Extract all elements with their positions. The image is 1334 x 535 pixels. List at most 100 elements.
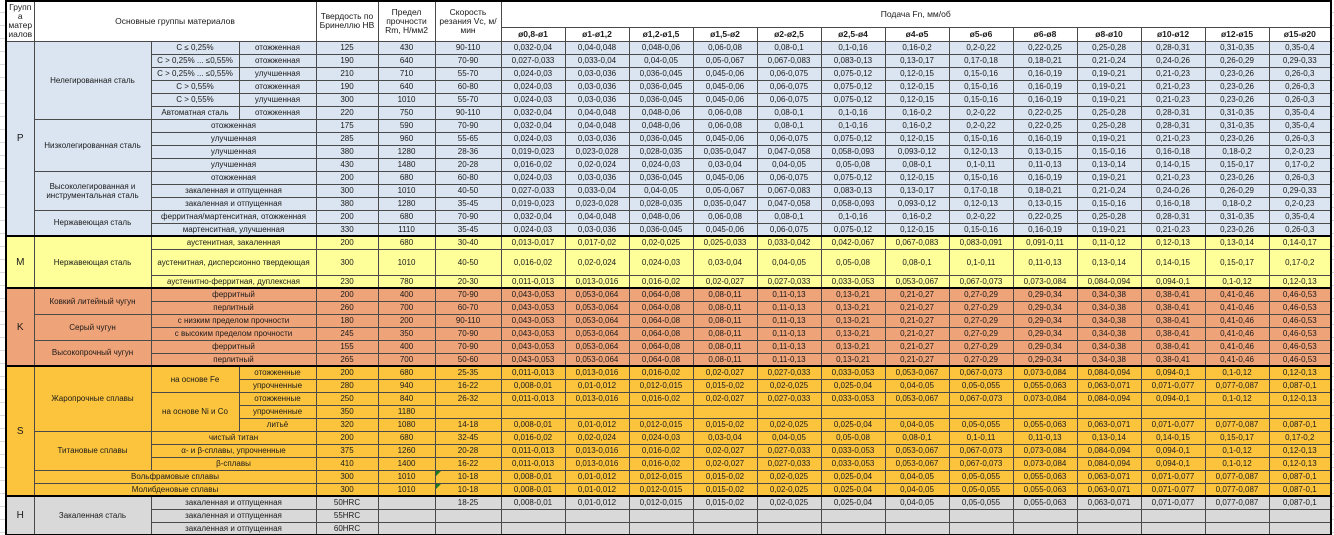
cell-feed-3[interactable]: 0,016-0,02 bbox=[628, 443, 694, 458]
cell-feed-8[interactable] bbox=[948, 508, 1014, 523]
cell-feed-4[interactable]: 0,02-0,027 bbox=[692, 443, 758, 458]
cell-feed-10[interactable]: 0,19-0,21 bbox=[1076, 79, 1142, 94]
cell-feed-1[interactable]: 0,024-0,03 bbox=[500, 79, 566, 94]
cell-feed-12[interactable]: 0,23-0,26 bbox=[1204, 79, 1270, 94]
cell-feed-1[interactable]: 0,011-0,013 bbox=[500, 274, 566, 289]
cell-feed-3[interactable]: 0,028-0,035 bbox=[628, 144, 694, 159]
cell-feed-7[interactable]: 0,21-0,27 bbox=[884, 287, 950, 302]
cell-feed-8[interactable]: 0,067-0,073 bbox=[948, 391, 1014, 406]
cell-feed-5[interactable]: 0,027-0,033 bbox=[756, 456, 822, 471]
cell-feed-4[interactable]: 0,045-0,06 bbox=[692, 170, 758, 185]
cell-feed-2[interactable]: 0,03-0,036 bbox=[564, 79, 630, 94]
cell-feed-6[interactable]: 0,075-0,12 bbox=[820, 66, 886, 81]
cell-feed-7[interactable]: 0,053-0,067 bbox=[884, 365, 950, 380]
cell-feed-1[interactable] bbox=[500, 508, 566, 523]
cell-speed[interactable]: 20-28 bbox=[434, 157, 502, 172]
cell-feed-11[interactable]: 0,094-0,1 bbox=[1140, 365, 1206, 380]
cell-feed-7[interactable]: 0,08-0,1 bbox=[884, 248, 950, 276]
cell-feed-5[interactable]: 0,06-0,075 bbox=[756, 79, 822, 94]
cell-speed[interactable]: 55-65 bbox=[434, 131, 502, 146]
cell-feed-8[interactable]: 0,27-0,29 bbox=[948, 326, 1014, 341]
cell-feed-10[interactable]: 0,063-0,071 bbox=[1076, 417, 1142, 432]
cell-feed-12[interactable] bbox=[1204, 508, 1270, 523]
cell-feed-1[interactable]: 0,043-0,053 bbox=[500, 352, 566, 367]
cell-feed-7[interactable]: 0,21-0,27 bbox=[884, 352, 950, 367]
cell-feed-7[interactable]: 0,21-0,27 bbox=[884, 300, 950, 315]
cell-speed[interactable]: 40-50 bbox=[434, 183, 502, 198]
header-strength[interactable]: Предел прочности Rm, Н/мм2 bbox=[377, 0, 436, 42]
cell-strength[interactable]: 1010 bbox=[377, 92, 436, 107]
cell-feed-6[interactable]: 0,13-0,21 bbox=[820, 352, 886, 367]
cell-strength[interactable]: 700 bbox=[377, 352, 436, 367]
cell-feed-2[interactable]: 0,02-0,024 bbox=[564, 157, 630, 172]
cell-feed-11[interactable]: 0,14-0,15 bbox=[1140, 157, 1206, 172]
cell-feed-1[interactable]: 0,013-0,017 bbox=[500, 235, 566, 250]
cell-feed-10[interactable]: 0,19-0,21 bbox=[1076, 131, 1142, 146]
cell-hardness[interactable]: 230 bbox=[315, 274, 379, 289]
cell-feed-4[interactable]: 0,06-0,08 bbox=[692, 105, 758, 120]
cell-feed-8[interactable]: 0,1-0,11 bbox=[948, 157, 1014, 172]
cell-feed-10[interactable]: 0,084-0,094 bbox=[1076, 391, 1142, 406]
cell-feed-12[interactable]: 0,15-0,17 bbox=[1204, 157, 1270, 172]
cell-feed-9[interactable]: 0,16-0,19 bbox=[1012, 131, 1078, 146]
cell-feed-3[interactable]: 0,016-0,02 bbox=[628, 274, 694, 289]
cell-feed-7[interactable]: 0,12-0,15 bbox=[884, 131, 950, 146]
cell-feed-5[interactable]: 0,02-0,025 bbox=[756, 417, 822, 432]
cell-feed-10[interactable]: 0,15-0,16 bbox=[1076, 144, 1142, 159]
cell-feed-1[interactable]: 0,019-0,023 bbox=[500, 144, 566, 159]
cell-feed-8[interactable]: 0,083-0,091 bbox=[948, 235, 1014, 250]
cell-feed-6[interactable]: 0,1-0,16 bbox=[820, 40, 886, 55]
cell-feed-6[interactable] bbox=[820, 508, 886, 523]
cell-feed-3[interactable]: 0,012-0,015 bbox=[628, 482, 694, 497]
cell-feed-11[interactable]: 0,071-0,077 bbox=[1140, 378, 1206, 393]
cell-feed-12[interactable]: 0,31-0,35 bbox=[1204, 209, 1270, 224]
cell-feed-13[interactable]: 0,12-0,13 bbox=[1268, 274, 1332, 289]
cell-speed[interactable]: 16-22 bbox=[434, 456, 502, 471]
cell-feed-12[interactable]: 0,18-0,2 bbox=[1204, 196, 1270, 211]
cell-feed-6[interactable]: 0,05-0,08 bbox=[820, 157, 886, 172]
material-label-cell[interactable]: С > 0,25% ... ≤0,55% bbox=[150, 66, 240, 81]
cell-feed-10[interactable]: 0,34-0,38 bbox=[1076, 313, 1142, 328]
cell-feed-9[interactable]: 0,091-0,11 bbox=[1012, 235, 1078, 250]
cell-feed-11[interactable]: 0,094-0,1 bbox=[1140, 456, 1206, 471]
cell-feed-2[interactable]: 0,01-0,012 bbox=[564, 482, 630, 497]
cell-feed-6[interactable]: 0,075-0,12 bbox=[820, 92, 886, 107]
cell-feed-5[interactable]: 0,02-0,025 bbox=[756, 378, 822, 393]
cell-feed-5[interactable]: 0,027-0,033 bbox=[756, 365, 822, 380]
cell-feed-10[interactable]: 0,084-0,094 bbox=[1076, 274, 1142, 289]
cell-feed-2[interactable]: 0,023-0,028 bbox=[564, 196, 630, 211]
cell-feed-10[interactable]: 0,15-0,16 bbox=[1076, 196, 1142, 211]
cell-feed-13[interactable]: 0,46-0,53 bbox=[1268, 352, 1332, 367]
material-label-cell[interactable]: мартенситная, улучшенная bbox=[150, 222, 317, 237]
cell-speed[interactable]: 70-90 bbox=[434, 209, 502, 224]
cell-feed-13[interactable] bbox=[1268, 508, 1332, 523]
cell-strength[interactable]: 680 bbox=[377, 365, 436, 380]
cell-strength[interactable]: 400 bbox=[377, 339, 436, 354]
cell-speed[interactable]: 55-70 bbox=[434, 92, 502, 107]
material-label-cell[interactable]: Молибденовые сплавы bbox=[33, 482, 317, 497]
cell-feed-6[interactable]: 0,025-0,04 bbox=[820, 495, 886, 510]
cell-feed-12[interactable]: 0,18-0,2 bbox=[1204, 144, 1270, 159]
cell-feed-13[interactable]: 0,2-0,23 bbox=[1268, 196, 1332, 211]
cell-feed-13[interactable]: 0,087-0,1 bbox=[1268, 495, 1332, 510]
cell-feed-5[interactable]: 0,06-0,075 bbox=[756, 92, 822, 107]
cell-feed-3[interactable]: 0,036-0,045 bbox=[628, 170, 694, 185]
material-label-cell[interactable]: отожженная bbox=[238, 79, 317, 94]
cell-speed[interactable]: 35-45 bbox=[434, 196, 502, 211]
material-label-cell[interactable]: Нержавеющая сталь bbox=[33, 235, 152, 289]
cell-feed-5[interactable]: 0,11-0,13 bbox=[756, 287, 822, 302]
cell-feed-6[interactable]: 0,1-0,16 bbox=[820, 118, 886, 133]
cell-feed-4[interactable]: 0,08-0,11 bbox=[692, 326, 758, 341]
cell-feed-7[interactable]: 0,21-0,27 bbox=[884, 313, 950, 328]
cell-feed-6[interactable]: 0,13-0,21 bbox=[820, 339, 886, 354]
cell-feed-10[interactable]: 0,25-0,28 bbox=[1076, 105, 1142, 120]
cell-feed-10[interactable]: 0,084-0,094 bbox=[1076, 456, 1142, 471]
cell-feed-2[interactable]: 0,053-0,064 bbox=[564, 313, 630, 328]
material-label-cell[interactable]: С > 0,25% ... ≤0,55% bbox=[150, 53, 240, 68]
material-label-cell[interactable]: закаленная и отпущенная bbox=[150, 495, 317, 510]
cell-feed-7[interactable]: 0,053-0,067 bbox=[884, 391, 950, 406]
cell-feed-12[interactable]: 0,31-0,35 bbox=[1204, 105, 1270, 120]
cell-feed-13[interactable]: 0,46-0,53 bbox=[1268, 313, 1332, 328]
cell-feed-7[interactable]: 0,04-0,05 bbox=[884, 495, 950, 510]
cell-strength[interactable]: 960 bbox=[377, 131, 436, 146]
